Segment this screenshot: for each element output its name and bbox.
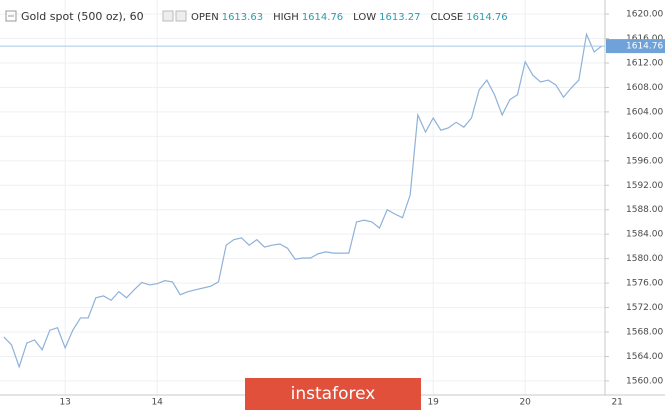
watermark: instaforex <box>291 384 376 404</box>
ohlc-value: 1614.76 <box>466 12 507 23</box>
y-tick-label: 1608.00 <box>626 83 663 93</box>
plot <box>0 32 605 369</box>
ohlc-value: 1614.76 <box>302 12 343 23</box>
x-tick-label: 21 <box>611 398 622 408</box>
last-price-label: 1614.76 <box>626 42 663 52</box>
x-tick-label: 19 <box>427 398 439 408</box>
ohlc-label: CLOSE <box>431 12 464 23</box>
y-tick-label: 1564.00 <box>626 352 663 362</box>
y-tick-label: 1572.00 <box>626 303 663 313</box>
chart-title: Gold spot (500 oz), 60 <box>21 10 144 23</box>
y-tick-label: 1592.00 <box>626 181 663 191</box>
y-tick-label: 1568.00 <box>626 328 663 338</box>
x-tick-label: 13 <box>59 398 70 408</box>
close-icon[interactable] <box>175 10 187 22</box>
ohlc-legend: OPEN 1613.63 HIGH 1614.76 LOW 1613.27 CLOSE 161… <box>191 12 508 23</box>
last-price-box <box>606 39 665 54</box>
y-tick-label: 1580.00 <box>626 254 663 264</box>
y-tick-label: 1600.00 <box>626 132 663 142</box>
x-tick-label: 14 <box>151 398 163 408</box>
ohlc-label: LOW <box>353 12 376 23</box>
watermark-box <box>245 378 421 410</box>
y-tick-label: 1604.00 <box>626 107 663 117</box>
y-tick-label: 1588.00 <box>626 205 663 215</box>
ohlc-label: OPEN <box>191 12 219 23</box>
y-tick-label: 1560.00 <box>626 376 663 386</box>
y-tick-label: 1612.00 <box>626 58 663 68</box>
y-tick-label: 1620.00 <box>626 10 663 20</box>
y-tick-label: 1616.00 <box>626 34 663 44</box>
y-tick-label: 1584.00 <box>626 230 663 240</box>
grid <box>0 0 605 395</box>
ohlc-value: 1613.27 <box>379 12 420 23</box>
x-tick-label: 20 <box>519 398 531 408</box>
settings-icon[interactable] <box>162 10 174 22</box>
ohlc-label: HIGH <box>273 12 299 23</box>
collapse-icon[interactable] <box>5 10 17 22</box>
axes: 1560.00 1564.00 1568.00 1572.00 1576.00 1580.… <box>59 10 665 408</box>
y-tick-label: 1576.00 <box>626 279 663 289</box>
ohlc-value: 1613.63 <box>222 12 263 23</box>
y-tick-label: 1596.00 <box>626 156 663 166</box>
price-line <box>3 32 603 369</box>
